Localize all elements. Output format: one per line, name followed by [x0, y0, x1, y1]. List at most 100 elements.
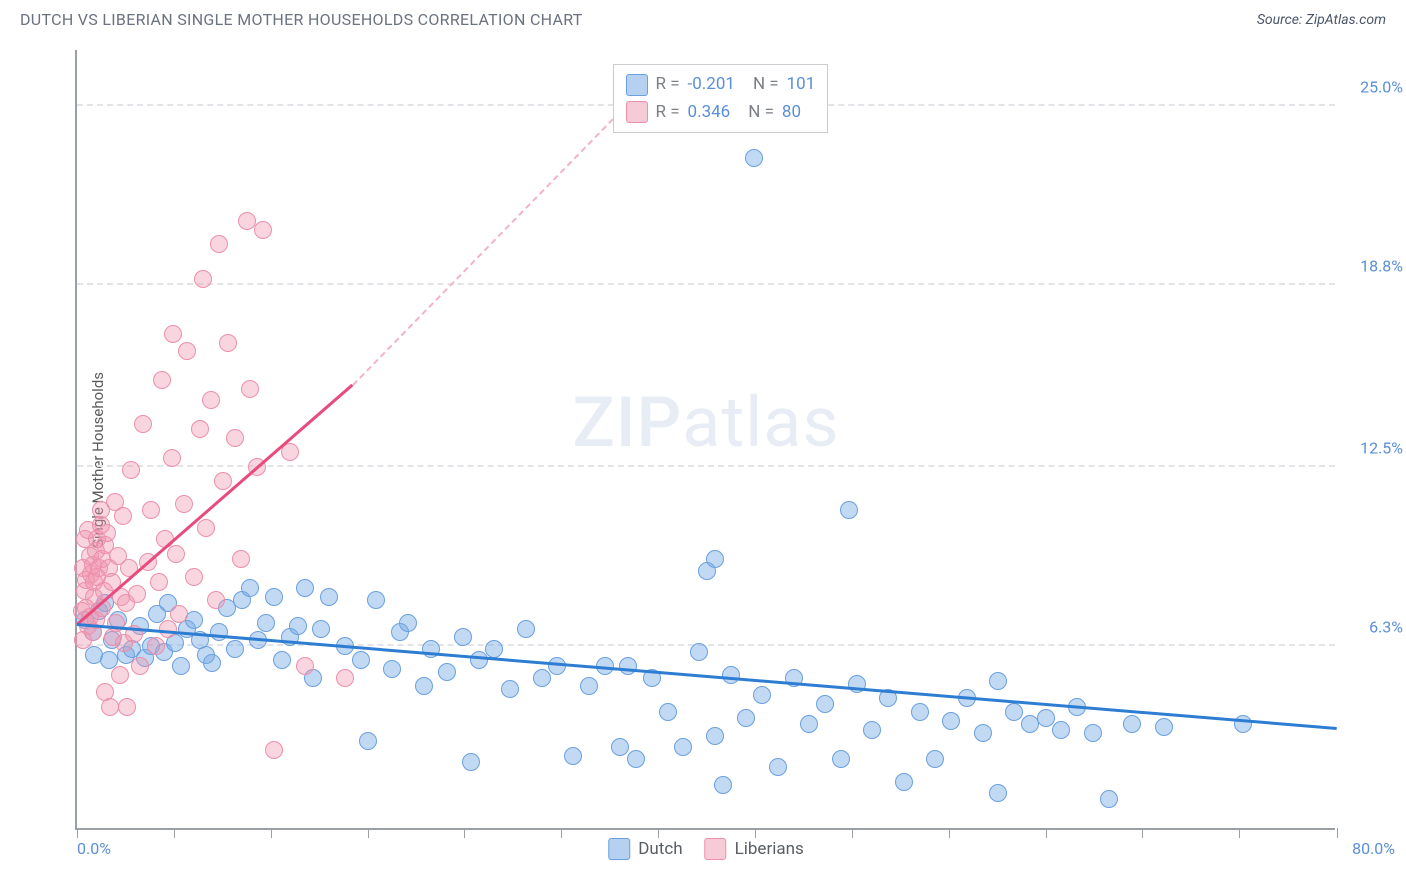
data-point — [485, 640, 503, 658]
data-point — [178, 342, 196, 360]
data-point — [320, 588, 338, 606]
data-point — [214, 472, 232, 490]
data-point — [462, 753, 480, 771]
data-point — [674, 738, 692, 756]
data-point — [745, 149, 763, 167]
x-tick — [464, 828, 465, 838]
y-tick-label: 25.0% — [1360, 77, 1403, 96]
stats-legend-row: R = 0.346 N = 80 — [626, 99, 816, 126]
watermark-light: atlas — [682, 382, 839, 464]
data-point — [289, 617, 307, 635]
chart-title: DUTCH VS LIBERIAN SINGLE MOTHER HOUSEHOL… — [20, 10, 583, 29]
data-point — [706, 550, 724, 568]
data-point — [226, 429, 244, 447]
data-point — [101, 698, 119, 716]
data-point — [128, 585, 146, 603]
data-point — [800, 715, 818, 733]
x-axis-max-label: 80.0% — [1352, 839, 1395, 858]
data-point — [336, 669, 354, 687]
n-label: N = — [753, 71, 779, 98]
data-point — [1123, 715, 1141, 733]
data-point — [989, 672, 1007, 690]
legend-swatch — [626, 74, 648, 96]
x-tick — [658, 828, 659, 838]
data-point — [185, 568, 203, 586]
watermark-bold: ZIP — [573, 382, 683, 464]
data-point — [194, 270, 212, 288]
data-point — [122, 461, 140, 479]
data-point — [131, 657, 149, 675]
data-point — [517, 620, 535, 638]
data-point — [564, 747, 582, 765]
legend-swatch — [626, 101, 648, 123]
data-point — [911, 703, 929, 721]
data-point — [232, 550, 250, 568]
y-tick-label: 18.8% — [1360, 256, 1403, 275]
data-point — [296, 657, 314, 675]
legend-item: Liberians — [705, 838, 804, 860]
x-tick — [77, 828, 78, 838]
data-point — [203, 654, 221, 672]
data-point — [769, 758, 787, 776]
watermark: ZIPatlas — [573, 382, 840, 464]
data-point — [974, 724, 992, 742]
legend-swatch — [705, 838, 727, 860]
data-point — [399, 614, 417, 632]
data-point — [265, 741, 283, 759]
n-value: 80 — [782, 99, 801, 126]
data-point — [722, 666, 740, 684]
data-point — [501, 680, 519, 698]
data-point — [175, 495, 193, 513]
data-point — [1052, 721, 1070, 739]
r-value: 0.346 — [688, 99, 731, 126]
y-tick-label: 6.3% — [1369, 618, 1403, 637]
data-point — [241, 579, 259, 597]
x-tick — [1337, 828, 1338, 838]
data-point — [273, 651, 291, 669]
x-tick — [949, 828, 950, 838]
bottom-legend: Dutch Liberians — [608, 838, 804, 860]
legend-label: Dutch — [638, 839, 682, 859]
data-point — [172, 657, 190, 675]
data-point — [438, 663, 456, 681]
data-point — [926, 750, 944, 768]
data-point — [1100, 790, 1118, 808]
legend-item: Dutch — [608, 838, 682, 860]
data-point — [265, 588, 283, 606]
data-point — [207, 591, 225, 609]
r-label: R = — [656, 71, 680, 98]
y-tick-label: 12.5% — [1360, 438, 1403, 457]
data-point — [454, 628, 472, 646]
x-axis-min-label: 0.0% — [77, 839, 111, 858]
r-label: R = — [656, 99, 680, 126]
x-tick — [271, 828, 272, 838]
source-attribution: Source: ZipAtlas.com — [1257, 12, 1386, 28]
data-point — [895, 773, 913, 791]
data-point — [863, 721, 881, 739]
data-point — [134, 415, 152, 433]
data-point — [470, 651, 488, 669]
data-point — [147, 637, 165, 655]
data-point — [359, 732, 377, 750]
legend-label: Liberians — [735, 839, 804, 859]
data-point — [1084, 724, 1102, 742]
data-point — [619, 657, 637, 675]
data-point — [167, 545, 185, 563]
stats-legend: R =-0.201N =101R =0.346N =80 — [613, 64, 829, 132]
data-point — [296, 579, 314, 597]
data-point — [241, 380, 259, 398]
data-point — [219, 334, 237, 352]
n-label: N = — [748, 99, 774, 126]
data-point — [415, 677, 433, 695]
data-point — [714, 776, 732, 794]
plot-area: ZIPatlas 0.0% 80.0% DutchLiberians 6.3%1… — [75, 50, 1335, 830]
data-point — [153, 371, 171, 389]
x-tick — [1046, 828, 1047, 838]
data-point — [367, 591, 385, 609]
data-point — [98, 524, 116, 542]
data-point — [197, 519, 215, 537]
data-point — [989, 784, 1007, 802]
data-point — [706, 727, 724, 745]
data-point — [659, 703, 677, 721]
grid-line — [77, 283, 1335, 285]
